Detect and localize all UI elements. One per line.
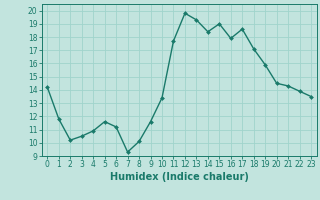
- X-axis label: Humidex (Indice chaleur): Humidex (Indice chaleur): [110, 172, 249, 182]
